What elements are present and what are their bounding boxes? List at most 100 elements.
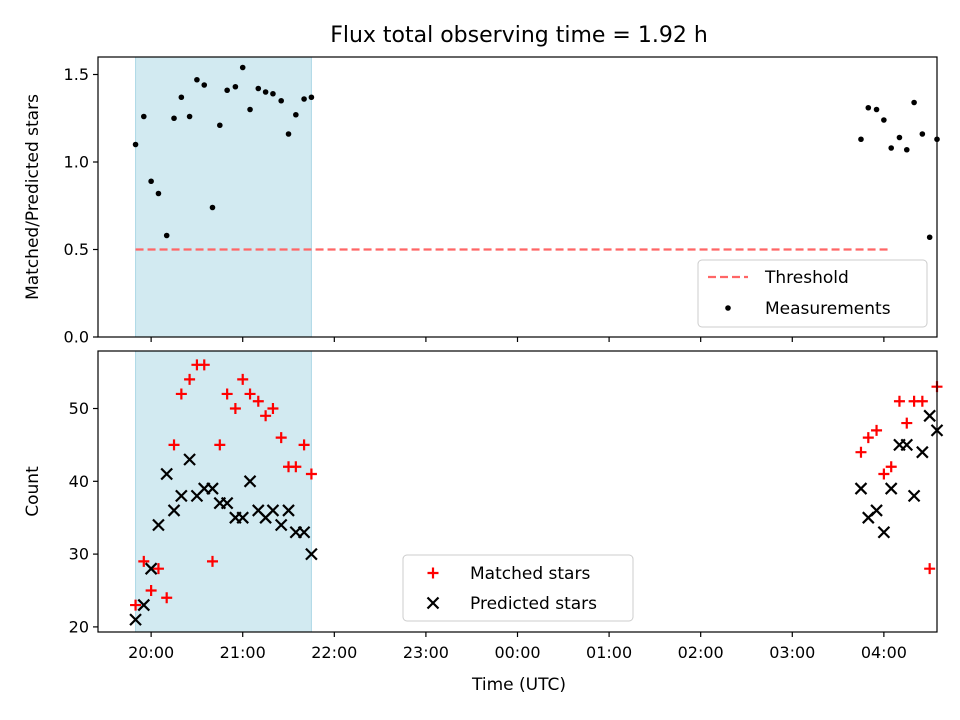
- predicted-star-marker: [220, 496, 234, 510]
- measurement-point: [209, 204, 216, 211]
- legend-measurements-label: Measurements: [765, 299, 891, 319]
- panel-ratio: 0.0 0.5 1.0 1.5 Matched/Predicted stars Thres…: [23, 56, 940, 347]
- measurement-point: [896, 134, 903, 141]
- matched-star-marker: [855, 446, 867, 458]
- predicted-star-marker: [274, 518, 288, 532]
- predicted-star-marker: [282, 504, 295, 517]
- matched-star-marker: [184, 373, 196, 385]
- measurement-point: [888, 145, 895, 151]
- matched-star-marker: [152, 563, 164, 575]
- predicted-star-marker: [907, 489, 921, 503]
- matched-star-marker: [924, 563, 936, 575]
- measurement-point: [148, 178, 154, 185]
- measurement-point: [140, 113, 147, 120]
- y-tick-label: 1.0: [64, 153, 89, 172]
- measurement-point: [194, 76, 200, 83]
- measurement-point: [163, 232, 170, 239]
- y-tick-label: 0.5: [64, 240, 89, 259]
- matched-star-marker: [260, 410, 272, 422]
- matched-star-marker: [290, 461, 302, 473]
- predicted-star-marker: [297, 525, 311, 539]
- measurement-point: [232, 83, 239, 90]
- measurement-point: [301, 96, 307, 102]
- measurement-point: [919, 131, 926, 137]
- x-tick-label: 22:00: [311, 643, 357, 662]
- matched-star-marker: [130, 599, 142, 611]
- legend-frame: [697, 259, 928, 328]
- legend-count: Matched stars Predicted stars: [402, 554, 634, 622]
- matched-star-marker: [244, 388, 256, 400]
- matched-star-marker: [168, 439, 180, 451]
- x-tick-label: 01:00: [586, 643, 632, 662]
- matched-star-marker: [161, 592, 173, 604]
- legend-measurement-swatch: [725, 305, 731, 311]
- matched-star-marker: [214, 439, 226, 451]
- predicted-star-marker: [884, 482, 898, 495]
- y-tick-label: 30: [69, 545, 89, 564]
- predicted-star-marker: [129, 613, 142, 626]
- matched-star-marker: [862, 432, 874, 444]
- matched-star-marker: [305, 468, 317, 480]
- matched-star-marker: [252, 395, 264, 407]
- y-axis-label: Count: [23, 466, 43, 517]
- legend-threshold-label: Threshold: [764, 268, 849, 288]
- matched-star-marker: [893, 395, 905, 407]
- measurement-point: [911, 99, 917, 106]
- matched-star-marker: [175, 388, 187, 400]
- measurement-point: [873, 106, 880, 113]
- predicted-star-marker: [137, 598, 151, 612]
- matched-star-marker: [145, 585, 157, 597]
- measurement-point: [217, 122, 223, 129]
- measurement-point: [881, 117, 887, 123]
- x-axis-label: Time (UTC): [471, 675, 566, 695]
- y-tick-label: 0.0: [64, 328, 89, 347]
- matched-star-marker: [237, 373, 249, 385]
- predicted-star-marker: [160, 467, 173, 481]
- matched-star-marker: [916, 395, 928, 407]
- measurement-point: [308, 94, 315, 101]
- measurement-point: [270, 90, 276, 97]
- x-tick-label: 21:00: [220, 643, 266, 662]
- measurement-point: [278, 97, 284, 104]
- chart-title: Flux total observing time = 1.92 h: [330, 23, 708, 48]
- matched-star-marker: [138, 555, 150, 567]
- measurement-point: [262, 89, 269, 95]
- predicted-star-marker: [266, 504, 280, 517]
- measurement-point: [926, 234, 933, 241]
- matched-star-marker: [198, 359, 210, 371]
- legend-ratio: Threshold Measurements: [697, 259, 928, 328]
- matched-star-marker: [901, 417, 913, 429]
- observing-window-shade: [135, 56, 312, 338]
- x-tick-label: 20:00: [128, 643, 174, 662]
- y-tick-label: 50: [69, 399, 89, 418]
- matched-star-marker: [878, 468, 890, 480]
- predicted-star-marker: [144, 562, 158, 575]
- x-tick-label: 02:00: [678, 643, 724, 662]
- predicted-star-marker: [236, 511, 249, 524]
- matched-star-marker: [229, 403, 241, 415]
- measurement-point: [858, 136, 864, 143]
- x-tick-label: 00:00: [494, 643, 540, 662]
- matched-star-marker: [871, 424, 883, 436]
- measurement-point: [239, 64, 246, 71]
- predicted-star-marker: [206, 482, 219, 495]
- predicted-star-marker: [923, 409, 936, 423]
- matched-star-marker: [885, 461, 897, 473]
- measurement-point: [186, 113, 193, 120]
- predicted-star-marker: [854, 482, 868, 495]
- legend-predicted-label: Predicted stars: [470, 594, 597, 614]
- matched-star-marker: [275, 432, 287, 444]
- x-tick-label: 23:00: [403, 643, 449, 662]
- predicted-star-marker: [183, 453, 196, 466]
- measurement-point: [201, 82, 208, 88]
- matched-star-marker: [221, 388, 233, 400]
- measurement-point: [247, 106, 253, 113]
- panel-count: 20 30 40 50 20:00 21:00 22:00 23:00 00:00 01:00 02…: [23, 350, 944, 662]
- y-axis-label: Matched/Predicted stars: [23, 94, 43, 300]
- predicted-star-marker: [916, 445, 929, 459]
- measurement-point: [865, 104, 872, 111]
- measurement-point: [178, 94, 185, 101]
- legend-matched-label: Matched stars: [470, 564, 590, 584]
- predicted-star-marker: [152, 518, 165, 532]
